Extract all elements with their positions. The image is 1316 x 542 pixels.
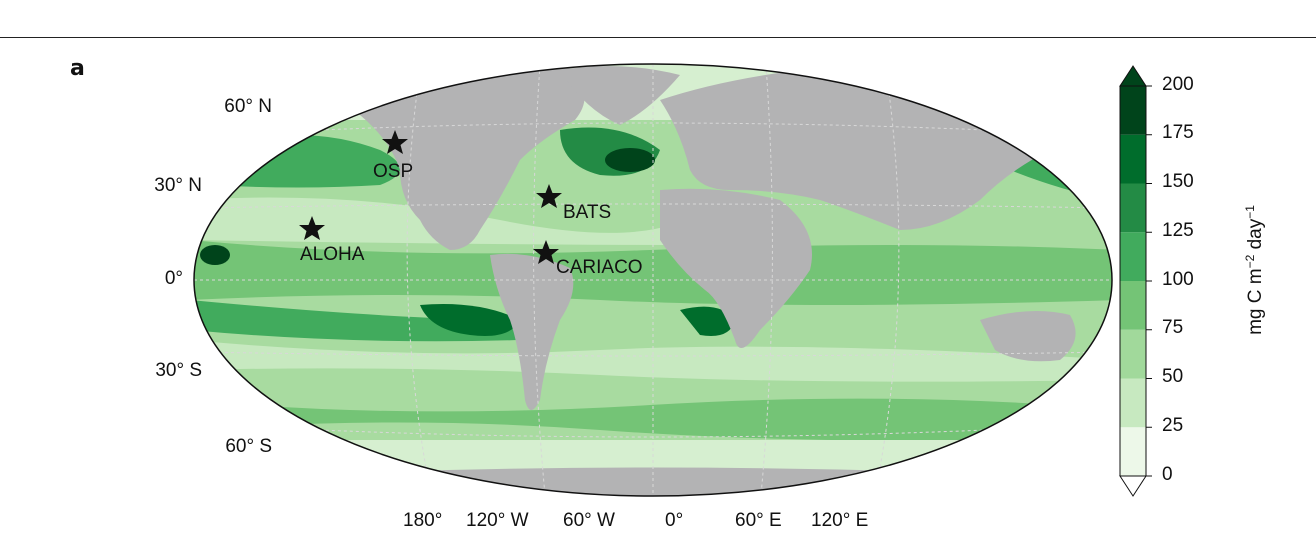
lat-label-30s: 30° S xyxy=(155,360,202,381)
colorbar-segment xyxy=(1120,183,1146,233)
colorbar xyxy=(1119,65,1152,497)
colorbar-tick-75: 75 xyxy=(1162,317,1184,338)
site-label-osp: OSP xyxy=(373,161,414,182)
colorbar-tick-150: 150 xyxy=(1162,171,1194,192)
globe-outline xyxy=(193,63,1113,497)
site-label-bats: BATS xyxy=(563,202,612,223)
star-osp-icon xyxy=(382,130,408,154)
graticule xyxy=(194,64,1112,496)
colorbar-tick-200: 200 xyxy=(1162,74,1194,95)
south-gyre xyxy=(194,340,1112,382)
lat-label-60n: 60° N xyxy=(224,96,272,117)
lat-label-30n: 30° N xyxy=(154,175,202,196)
southern-ocean-band xyxy=(194,398,1112,442)
lon-label-60w: 60° W xyxy=(563,510,615,531)
lon-label-120e: 120° E xyxy=(811,510,869,531)
colorbar-segment xyxy=(1120,86,1146,135)
lat-label-0: 0° xyxy=(164,268,183,289)
africa xyxy=(660,188,812,348)
colorbar-segment xyxy=(1120,427,1146,476)
site-label-aloha: ALOHA xyxy=(300,244,365,265)
south-equatorial-band xyxy=(194,300,520,342)
lat-label-60s: 60° S xyxy=(225,436,272,457)
colorbar-tick-175: 175 xyxy=(1162,122,1194,143)
equatorial-band xyxy=(194,240,1112,305)
lon-label-0: 0° xyxy=(665,510,684,531)
antarctica xyxy=(194,467,1112,496)
colorbar-segment xyxy=(1120,329,1146,379)
station-markers xyxy=(299,130,562,264)
greenland xyxy=(560,66,680,125)
peru-upwelling xyxy=(420,304,520,336)
colorbar-tick-0: 0 xyxy=(1162,464,1173,485)
star-bats-icon xyxy=(536,184,562,208)
panel-label: a xyxy=(70,56,85,81)
star-aloha-icon xyxy=(299,216,325,240)
australia xyxy=(980,311,1076,362)
colorbar-tick-100: 100 xyxy=(1162,269,1194,290)
colorbar-tick-50: 50 xyxy=(1162,366,1184,387)
colorbar-min-arrow xyxy=(1119,475,1147,497)
colorbar-segment xyxy=(1120,134,1146,184)
colorbar-title: mg C m−2 day−1 xyxy=(1242,205,1267,335)
colorbar-segment xyxy=(1120,378,1146,428)
lon-label-120w: 120° W xyxy=(466,510,529,531)
colorbar-segment xyxy=(1120,232,1146,281)
colorbar-tick-125: 125 xyxy=(1162,220,1194,241)
lon-label-180: 180° xyxy=(403,510,443,531)
top-rule xyxy=(0,37,1316,38)
pacific-upwelling-peak xyxy=(200,245,230,265)
colorbar-segment xyxy=(1120,281,1146,330)
colorbar-max-arrow xyxy=(1119,65,1147,87)
benguela-upwelling xyxy=(680,306,735,336)
south-america xyxy=(490,253,574,410)
colorbar-tick-25: 25 xyxy=(1162,415,1184,436)
lon-label-60e: 60° E xyxy=(735,510,782,531)
north-atlantic-peak xyxy=(605,148,655,172)
star-cariaco-icon xyxy=(533,240,559,264)
site-label-cariaco: CARIACO xyxy=(556,257,643,278)
